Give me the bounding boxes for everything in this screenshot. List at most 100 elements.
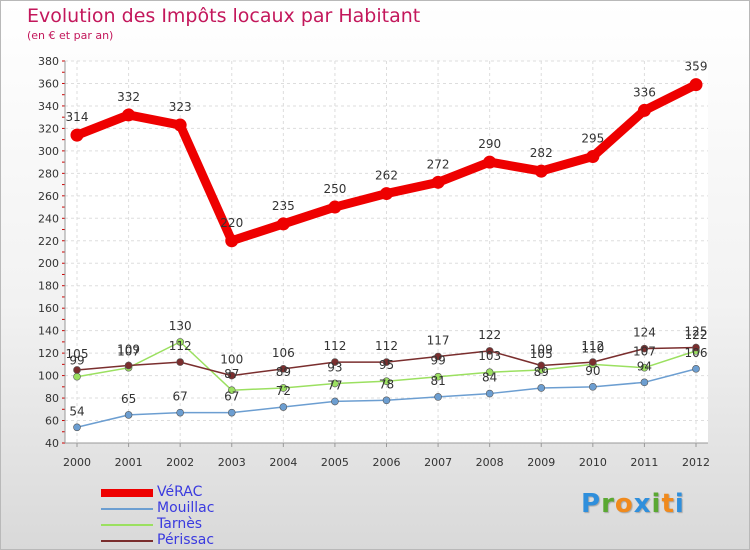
data-label: 90 xyxy=(585,364,600,378)
y-tick-label: 40 xyxy=(45,437,59,450)
y-tick-label: 260 xyxy=(38,190,59,203)
data-label: 106 xyxy=(272,346,295,360)
data-label: 72 xyxy=(276,384,291,398)
chart-subtitle: (en € et par an) xyxy=(27,29,114,42)
x-tick-label: 2007 xyxy=(424,456,452,469)
legend-label: Périssac xyxy=(157,532,215,548)
data-label: 54 xyxy=(69,404,84,418)
data-point xyxy=(434,372,442,381)
logo-letter: i xyxy=(674,489,685,519)
data-point xyxy=(331,397,339,406)
x-tick-label: 2000 xyxy=(63,456,91,469)
y-tick-label: 200 xyxy=(38,257,59,270)
data-point xyxy=(279,403,288,411)
data-point xyxy=(124,411,133,419)
logo-letter: t xyxy=(661,489,675,519)
data-label: 125 xyxy=(685,325,708,339)
data-point xyxy=(431,175,445,189)
data-label: 99 xyxy=(430,354,445,368)
data-label: 336 xyxy=(633,85,656,99)
data-point xyxy=(485,347,494,355)
data-point xyxy=(124,361,133,370)
data-point xyxy=(73,423,81,432)
y-tick-label: 360 xyxy=(38,77,59,90)
data-point xyxy=(485,389,494,398)
data-label: 67 xyxy=(224,390,239,404)
data-label: 78 xyxy=(379,377,394,391)
data-label: 290 xyxy=(478,137,501,151)
data-label: 109 xyxy=(117,342,140,356)
x-tick-label: 2001 xyxy=(115,456,143,469)
data-label: 105 xyxy=(530,347,553,361)
data-point xyxy=(382,358,391,366)
data-label: 65 xyxy=(121,392,136,406)
logo-letter: x xyxy=(633,489,652,519)
y-tick-label: 60 xyxy=(45,415,59,428)
data-point xyxy=(225,234,239,248)
data-point xyxy=(227,371,236,380)
data-point xyxy=(640,363,649,372)
legend-swatch xyxy=(101,508,153,510)
data-label: 262 xyxy=(375,169,398,183)
data-label: 106 xyxy=(685,346,708,360)
y-tick-label: 320 xyxy=(38,122,59,135)
y-tick-label: 220 xyxy=(38,235,59,248)
data-point xyxy=(279,365,288,373)
data-label: 122 xyxy=(685,328,708,342)
data-label: 323 xyxy=(169,100,192,114)
data-label: 117 xyxy=(427,333,450,347)
data-label: 112 xyxy=(323,339,346,353)
data-label: 94 xyxy=(637,359,652,373)
data-point xyxy=(537,361,546,370)
data-point xyxy=(382,377,391,386)
x-tick-label: 2011 xyxy=(630,456,658,469)
legend-swatch xyxy=(101,489,153,497)
data-point xyxy=(692,365,700,373)
data-point xyxy=(434,393,442,401)
data-label: 359 xyxy=(685,60,708,74)
data-point xyxy=(331,358,339,366)
data-label: 95 xyxy=(379,358,394,372)
data-label: 89 xyxy=(534,365,549,379)
chart-legend: VéRAC Mouillac Tarnès Périssac xyxy=(101,484,301,549)
y-tick-label: 80 xyxy=(45,392,59,405)
data-label: 220 xyxy=(220,216,243,230)
data-point xyxy=(434,352,442,361)
data-label: 112 xyxy=(169,339,192,353)
logo-letter: r xyxy=(601,489,615,519)
data-point xyxy=(173,118,187,132)
data-label: 87 xyxy=(224,367,239,381)
data-label: 122 xyxy=(478,328,501,342)
data-label: 314 xyxy=(66,110,89,124)
y-tick-label: 240 xyxy=(38,212,59,225)
data-point xyxy=(380,187,393,201)
data-label: 93 xyxy=(327,360,342,374)
data-label: 110 xyxy=(581,341,604,355)
data-label: 109 xyxy=(530,342,553,356)
data-point xyxy=(637,103,651,117)
data-point xyxy=(640,344,649,353)
line-chart: 40 60 80 100 120 140 160 180 200 220 240 260 280 300 3… xyxy=(38,55,710,469)
x-tick-label: 2002 xyxy=(166,456,194,469)
data-label: 100 xyxy=(220,353,243,367)
logo-letter: i xyxy=(651,489,662,519)
data-label: 81 xyxy=(430,374,445,388)
y-tick-label: 300 xyxy=(38,145,59,158)
data-point xyxy=(279,384,288,392)
data-point xyxy=(589,358,597,366)
data-point xyxy=(176,358,184,366)
legend-label: Mouillac xyxy=(157,500,215,516)
y-tick-label: 120 xyxy=(38,347,59,360)
legend-label: VéRAC xyxy=(157,484,203,500)
data-point xyxy=(382,396,391,405)
data-label: 107 xyxy=(633,345,656,359)
data-label: 124 xyxy=(633,326,656,340)
legend-swatch xyxy=(101,524,153,526)
y-tick-label: 380 xyxy=(38,55,59,68)
x-tick-label: 2005 xyxy=(321,456,349,469)
data-point xyxy=(276,217,290,231)
data-label: 77 xyxy=(327,378,342,392)
data-point xyxy=(589,383,597,391)
y-tick-label: 180 xyxy=(38,280,59,293)
data-point xyxy=(328,200,342,214)
